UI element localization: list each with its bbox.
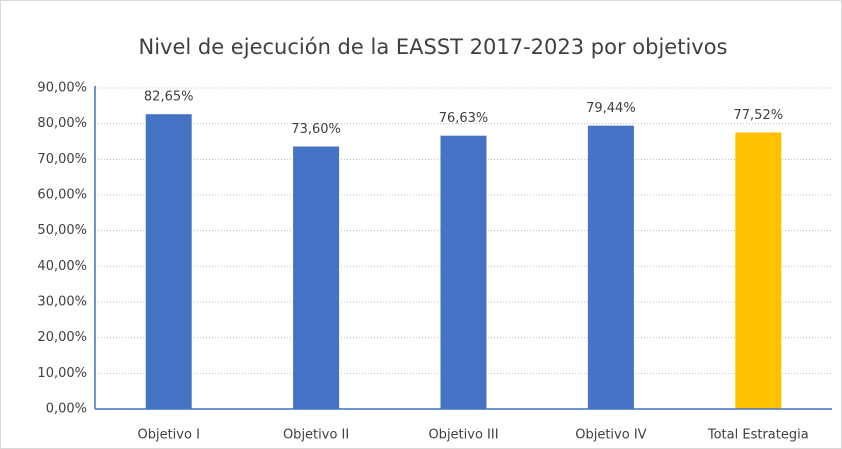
y-tick-label: 90,00% — [37, 81, 87, 96]
x-tick-label: Objetivo I — [137, 428, 199, 443]
chart-title: Nivel de ejecución de la EASST 2017-2023… — [138, 35, 727, 59]
bar — [587, 125, 634, 409]
bar — [145, 114, 192, 409]
y-tick-label: 0,00% — [46, 402, 87, 417]
y-tick-label: 70,00% — [37, 152, 87, 167]
bar — [735, 132, 782, 409]
x-tick-label: Objetivo II — [283, 428, 349, 443]
y-tick-label: 20,00% — [37, 330, 87, 345]
y-tick-label: 60,00% — [37, 188, 87, 203]
data-label: 82,65% — [144, 90, 194, 105]
data-label: 76,63% — [439, 111, 489, 126]
data-label: 77,52% — [734, 108, 784, 123]
data-label: 73,60% — [291, 122, 341, 137]
y-tick-label: 80,00% — [37, 116, 87, 131]
y-tick-label: 10,00% — [37, 366, 87, 381]
x-tick-label: Total Estrategia — [707, 428, 809, 443]
y-tick-label: 30,00% — [37, 295, 87, 310]
data-label: 79,44% — [586, 101, 636, 116]
bar — [293, 146, 340, 409]
y-tick-label: 40,00% — [37, 259, 87, 274]
bar — [440, 135, 487, 409]
x-tick-label: Objetivo IV — [575, 428, 646, 443]
x-tick-label: Objetivo III — [428, 428, 498, 443]
y-tick-label: 50,00% — [37, 223, 87, 238]
